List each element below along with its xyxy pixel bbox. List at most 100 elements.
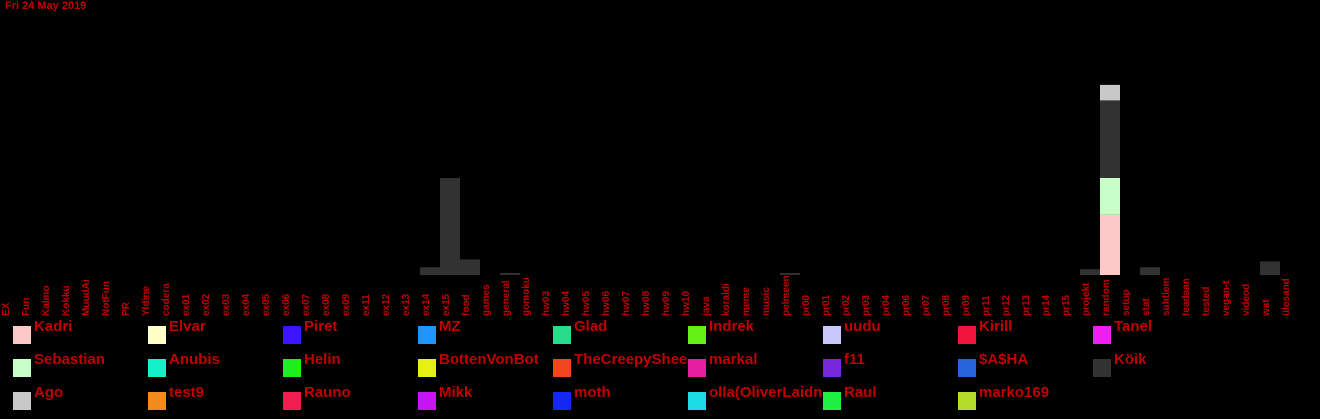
legend-swatch (958, 392, 976, 410)
legend-swatch (688, 392, 706, 410)
x-tick-label: hw08 (641, 291, 652, 316)
x-tick-label: gomoku (521, 277, 532, 316)
bar-wat-Köik (1260, 261, 1280, 275)
x-tick-label: music (761, 287, 772, 316)
x-tick-label: videod (1241, 284, 1252, 316)
legend-item: TheCreepySheep (553, 351, 688, 379)
x-tick-label: hw04 (561, 291, 572, 316)
x-tick-label: ülesand (1281, 278, 1292, 316)
x-tick-label: food (461, 294, 472, 316)
x-tick-label: stat (1141, 298, 1152, 316)
legend-item: marko169 (958, 384, 1093, 412)
legend-item: Ago (13, 384, 148, 412)
x-tick-label: pr07 (921, 294, 932, 316)
legend-swatch (13, 326, 31, 344)
x-tick-label: pr06 (901, 294, 912, 316)
legend: Kadri Elvar Piret MZ Glad Indrek uudu Kirill Tan… (0, 318, 1320, 419)
legend-label: Anubis (169, 351, 220, 369)
x-tick-label: pelmeen (781, 275, 792, 316)
legend-label: Tanel (1114, 318, 1152, 336)
legend-label: Kadri (34, 318, 72, 336)
legend-label: Kirill (979, 318, 1012, 336)
legend-label: TheCreepySheep (574, 351, 688, 369)
x-tick-label: ex06 (281, 293, 292, 316)
legend-label: marko169 (979, 384, 1049, 402)
legend-swatch (148, 392, 166, 410)
legend-label: Köik (1114, 351, 1147, 369)
x-tick-label: NotFun (101, 281, 112, 316)
legend-label: f11 (844, 351, 865, 369)
x-tick-label: pr00 (801, 294, 812, 316)
x-tick-label: ex05 (261, 293, 272, 316)
legend-label: Elvar (169, 318, 206, 336)
legend-swatch (418, 359, 436, 377)
x-tick-label: ex08 (321, 293, 332, 316)
legend-swatch (13, 392, 31, 410)
legend-item: Kirill (958, 318, 1093, 346)
legend-item: $A$HA (958, 351, 1093, 379)
legend-label: Glad (574, 318, 607, 336)
legend-label: Indrek (709, 318, 754, 336)
legend-item: Sebastian (13, 351, 148, 379)
x-tick-label: pr12 (1001, 294, 1012, 316)
x-tick-label: hw03 (541, 291, 552, 316)
x-tick-label: ex01 (181, 293, 192, 316)
x-tick-label: pr14 (1041, 294, 1052, 316)
legend-label: Rauno (304, 384, 351, 402)
legend-label: Helin (304, 351, 341, 369)
x-tick-labels: EX Fun Kalmo Kokku MuudAi NotFun PR Yldine coder… (1, 275, 1292, 317)
bar-random-Köik (1100, 100, 1120, 178)
legend-label: test9 (169, 384, 204, 402)
x-tick-label: java (701, 296, 712, 317)
legend-swatch (283, 392, 301, 410)
x-tick-label: ex09 (341, 293, 352, 316)
x-tick-label: random (1101, 279, 1112, 316)
x-tick-label: ex13 (401, 293, 412, 316)
x-tick-label: koraldi (721, 283, 732, 316)
x-tick-label: ex03 (221, 293, 232, 316)
x-tick-label: pr01 (821, 294, 832, 316)
x-tick-label: MuudAi (81, 279, 92, 316)
bar-projekt-Köik (1080, 269, 1100, 275)
x-tick-label: EX (1, 302, 12, 316)
legend-swatch (1093, 326, 1111, 344)
legend-label: uudu (844, 318, 881, 336)
x-tick-label: Fun (21, 298, 32, 316)
x-tick-label: pr11 (981, 295, 992, 316)
legend-swatch (823, 392, 841, 410)
legend-label: markal (709, 351, 757, 369)
legend-item: Piret (283, 318, 418, 346)
x-tick-label: general (501, 280, 512, 316)
legend-item: Elvar (148, 318, 283, 346)
legend-swatch (553, 326, 571, 344)
bar-random-Ago (1100, 85, 1120, 101)
legend-swatch (688, 359, 706, 377)
x-tick-label: pr09 (961, 294, 972, 316)
legend-swatch (688, 326, 706, 344)
legend-label: $A$HA (979, 351, 1028, 369)
legend-label: Raul (844, 384, 877, 402)
bar-food-Köik (460, 259, 480, 275)
legend-label: MZ (439, 318, 461, 336)
x-tick-label: pr03 (861, 294, 872, 316)
legend-item: Helin (283, 351, 418, 379)
x-tick-label: PR (121, 301, 132, 316)
legend-item: Tanel (1093, 318, 1228, 346)
x-tick-label: pr15 (1061, 294, 1072, 316)
legend-swatch (13, 359, 31, 377)
legend-label: moth (574, 384, 611, 402)
x-tick-label: tested (1201, 287, 1212, 316)
legend-swatch (823, 326, 841, 344)
bar-general-Köik (500, 273, 520, 275)
legend-label: Piret (304, 318, 337, 336)
legend-swatch (283, 326, 301, 344)
x-tick-label: games (481, 284, 492, 316)
legend-item: Kadri (13, 318, 148, 346)
legend-item: Rauno (283, 384, 418, 412)
x-tick-label: codera (161, 283, 172, 316)
legend-swatch (958, 326, 976, 344)
bars-group (420, 85, 1280, 275)
bar-pelmeen-Köik (780, 273, 800, 275)
legend-item: f11 (823, 351, 958, 379)
x-tick-label: pr04 (881, 294, 892, 316)
